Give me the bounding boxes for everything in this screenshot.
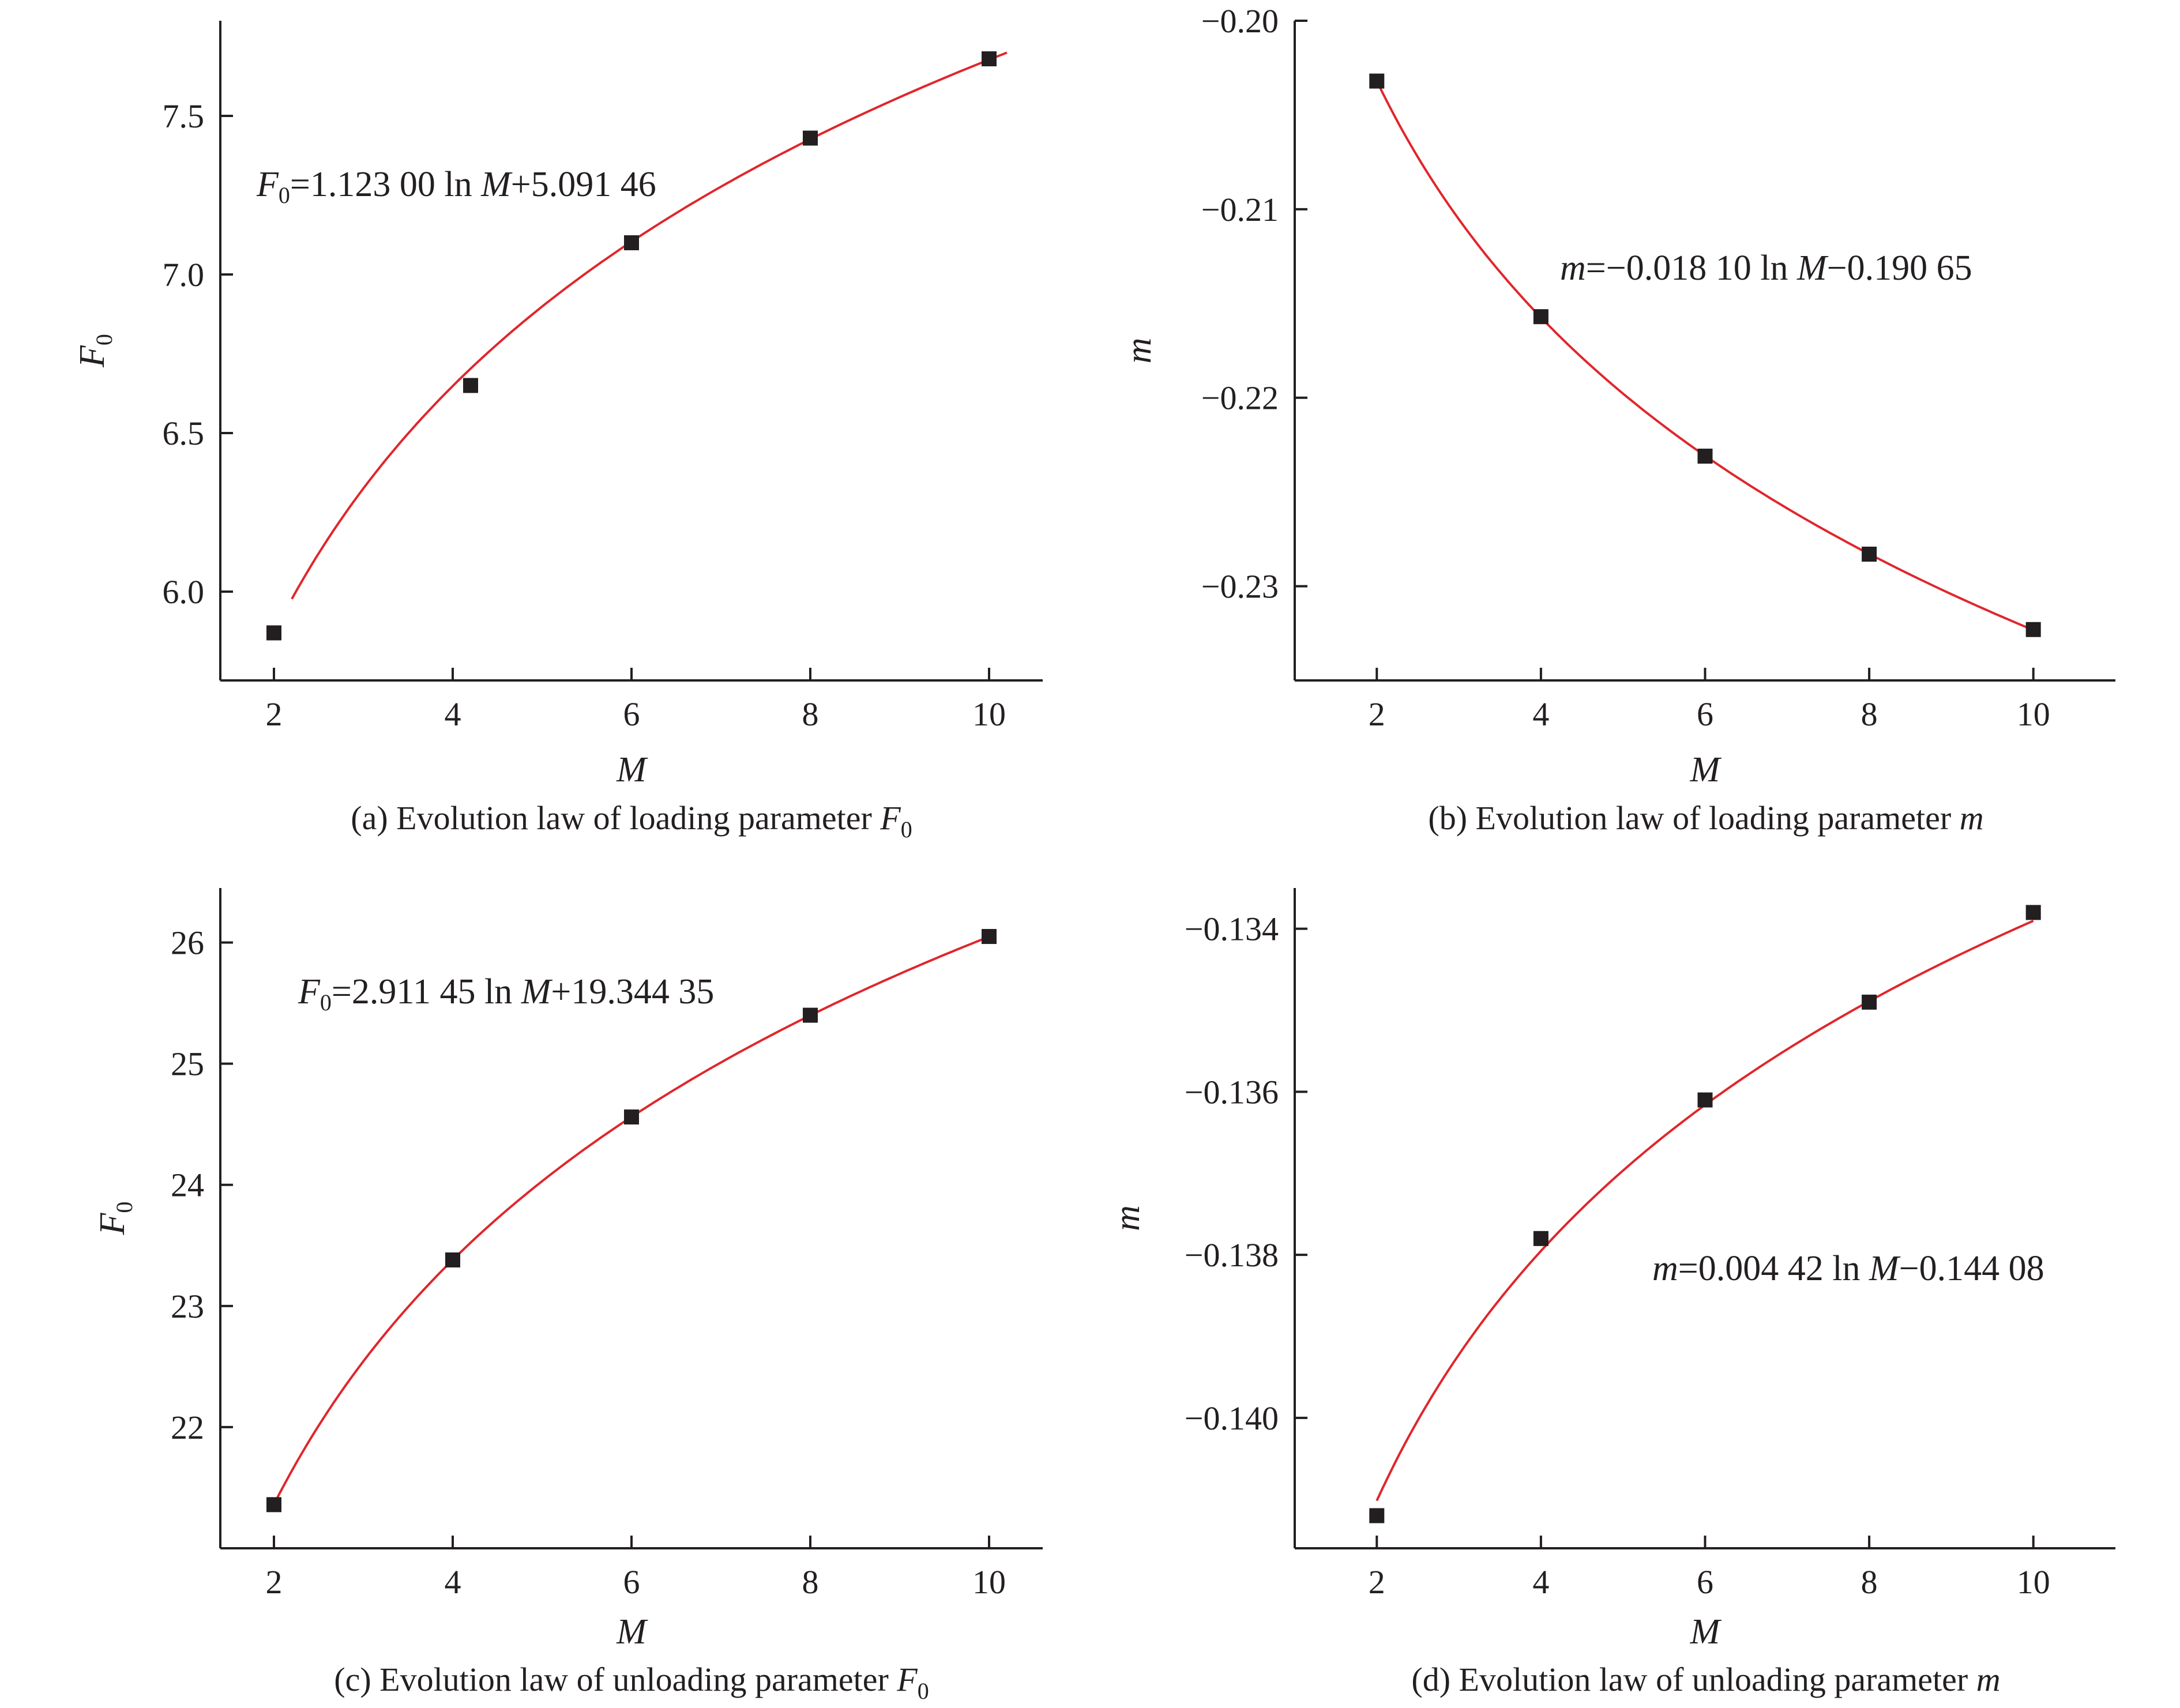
data-point	[1533, 1231, 1548, 1246]
chart-panel-a: 2 4 6 8 10 6.0 6.5 7.0 7.5 M F0 F0=1.123 00 ln M+5.…	[73, 21, 1043, 842]
chart-panel-d: 2 4 6 8 10 −0.134 −0.136 −0.138 −0.140 Mm m=0.004 …	[1108, 888, 2115, 1698]
data-point	[624, 235, 639, 250]
x-tick-label: 4	[445, 1563, 461, 1601]
y-tick-label: 7.5	[163, 97, 205, 135]
x-tick-label: 10	[972, 695, 1006, 733]
x-tick-label: 4	[445, 695, 461, 733]
data-point	[1369, 1508, 1385, 1523]
x-tick-label: 8	[802, 695, 819, 733]
x-tick-label: 6	[1697, 695, 1713, 733]
data-point	[624, 1109, 639, 1125]
data-point	[803, 1007, 818, 1023]
y-tick-label: 24	[171, 1167, 204, 1204]
x-tick-label: 2	[266, 695, 283, 733]
y-axis-label: m	[1108, 1205, 1147, 1231]
fit-curve	[291, 51, 1008, 600]
fit-equation: F0=2.911 45 ln M+19.344 35	[298, 972, 714, 1015]
data-point	[445, 1252, 460, 1267]
data-point	[1533, 309, 1548, 325]
panel-caption: (b) Evolution law of loading parameter m	[1428, 799, 1983, 837]
data-point	[982, 929, 997, 945]
fit-equation: m=−0.018 10 ln M−0.190 65	[1560, 249, 1972, 288]
x-tick-label: 8	[1861, 1563, 1878, 1601]
y-axis-label: m	[1119, 338, 1159, 364]
y-tick-label: −0.23	[1201, 568, 1279, 605]
data-point	[2025, 905, 2041, 920]
x-tick-label: 10	[2017, 1563, 2050, 1601]
fit-equation: m=0.004 42 ln M−0.144 08	[1652, 1249, 2044, 1288]
y-tick-label: 23	[171, 1288, 204, 1325]
x-tick-label: 10	[2017, 695, 2050, 733]
panel-caption: (c) Evolution law of unloading parameter…	[334, 1661, 929, 1704]
y-tick-label: −0.22	[1201, 379, 1279, 417]
x-tick-label: 2	[1369, 695, 1385, 733]
y-tick-label: 6.5	[163, 415, 205, 452]
data-point	[803, 130, 818, 146]
data-point	[1697, 1092, 1713, 1108]
x-tick-label: 2	[266, 1563, 283, 1601]
data-point	[1862, 994, 1877, 1010]
y-tick-label: 25	[171, 1045, 204, 1083]
x-tick-label: 8	[1861, 695, 1878, 733]
x-tick-label: 6	[623, 1563, 640, 1601]
panel-caption: (a) Evolution law of loading parameter F…	[351, 799, 912, 842]
x-axis-label: M	[1690, 1612, 1722, 1651]
x-tick-label: 2	[1369, 1563, 1385, 1601]
y-axis-label: F0	[73, 334, 117, 368]
x-tick-label: 8	[802, 1563, 819, 1601]
fit-curve	[1375, 920, 2034, 1502]
x-axis-label: M	[1690, 750, 1722, 789]
fit-equation: F0=1.123 00 ln M+5.091 46	[256, 165, 656, 208]
y-tick-label: −0.136	[1185, 1073, 1279, 1111]
x-tick-label: 6	[1697, 1563, 1713, 1601]
x-tick-label: 4	[1532, 695, 1549, 733]
x-axis-label: M	[616, 1612, 648, 1651]
y-tick-label: 22	[171, 1409, 204, 1446]
data-point	[463, 378, 478, 393]
x-tick-label: 4	[1532, 1563, 1549, 1601]
data-point	[266, 1497, 281, 1513]
y-tick-label: −0.21	[1201, 191, 1279, 228]
x-tick-label: 6	[623, 695, 640, 733]
fit-curve	[273, 935, 990, 1505]
y-axis-label: F0	[93, 1202, 137, 1236]
data-point	[982, 51, 997, 66]
x-tick-label: 10	[972, 1563, 1006, 1601]
x-axis-label: M	[616, 750, 648, 789]
y-tick-label: 7.0	[163, 256, 205, 294]
fit-curve	[1375, 80, 2034, 631]
data-point	[2025, 622, 2041, 637]
data-point	[1697, 449, 1713, 464]
data-point	[266, 625, 281, 641]
y-tick-label: 26	[171, 924, 204, 962]
data-point	[1369, 73, 1385, 89]
panel-caption: (d) Evolution law of unloading parameter…	[1411, 1661, 2000, 1698]
y-tick-label: 6.0	[163, 573, 205, 611]
y-tick-label: −0.138	[1185, 1236, 1279, 1274]
y-tick-label: −0.134	[1185, 911, 1279, 948]
y-tick-label: −0.20	[1201, 2, 1279, 40]
data-point	[1862, 547, 1877, 562]
chart-panel-b: 2 4 6 8 10 −0.20 −0.21 −0.22 −0.23 Mm m=−0.018 10 …	[1119, 2, 2115, 837]
y-tick-label: −0.140	[1185, 1399, 1279, 1437]
